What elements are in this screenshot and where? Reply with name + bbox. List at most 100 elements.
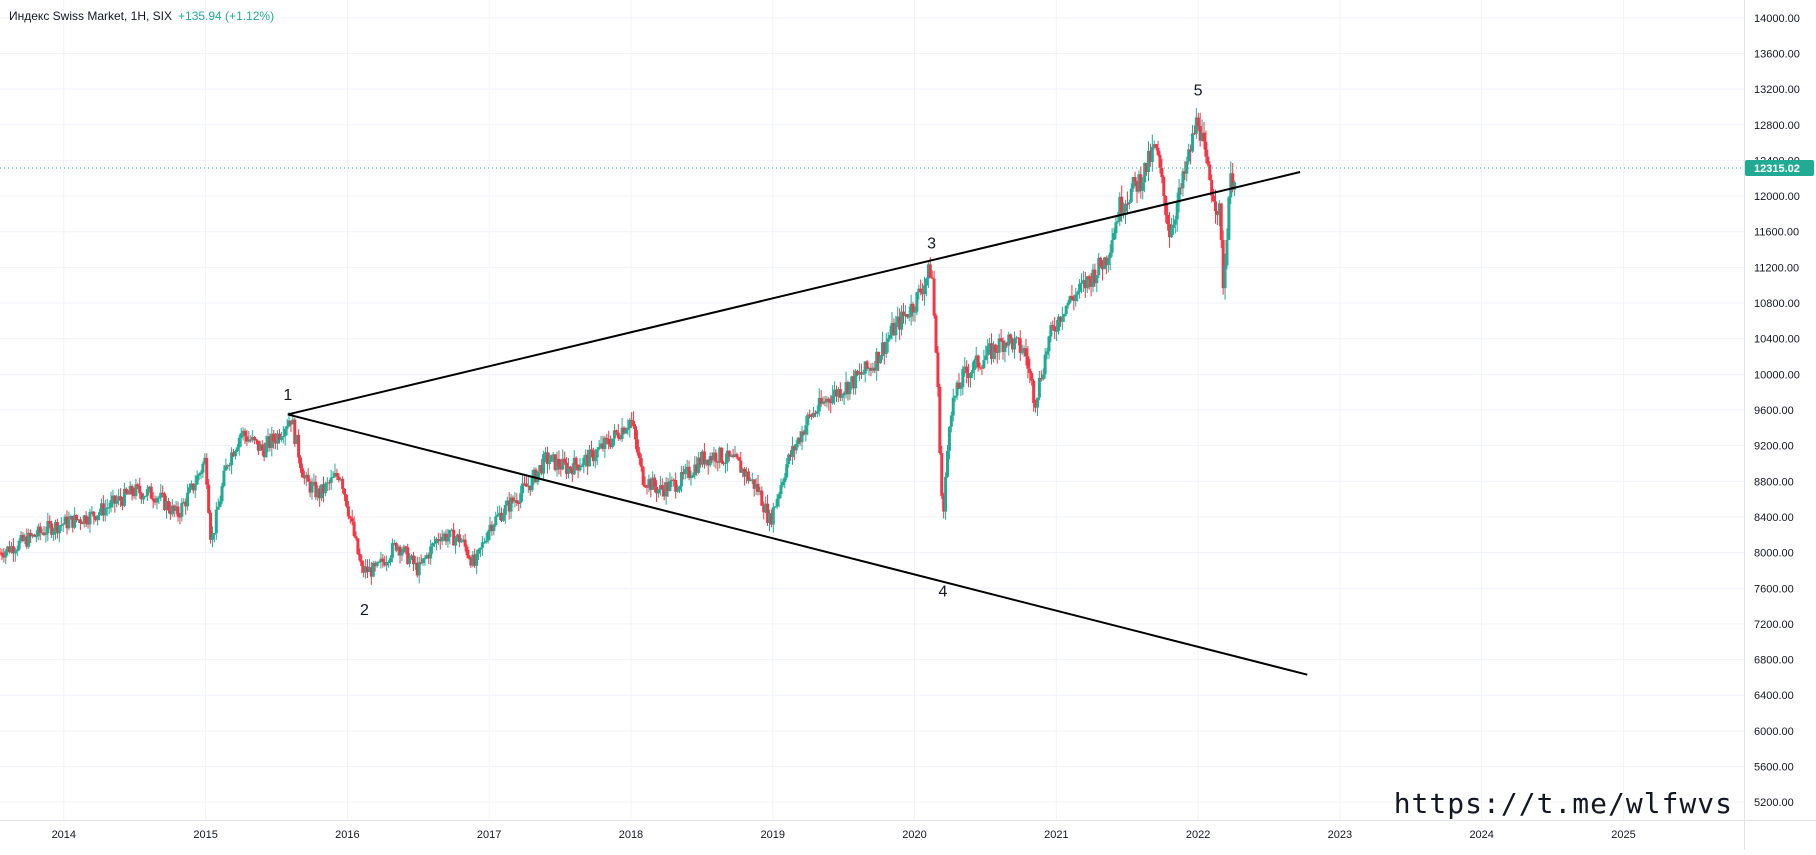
candle-body (1210, 179, 1214, 196)
candle-body (1058, 316, 1062, 322)
candle-body (867, 368, 871, 370)
candle-body (249, 439, 253, 441)
candle-body (1089, 278, 1093, 287)
candle-body (142, 496, 146, 500)
candle-body (578, 467, 582, 471)
candle-body (766, 503, 770, 523)
candle-body (813, 412, 817, 414)
candle-body (513, 500, 517, 502)
candle-body (756, 483, 760, 492)
candle-body (80, 523, 84, 525)
candle-body (628, 419, 632, 428)
candle-body (362, 566, 366, 573)
candle-body (392, 542, 396, 544)
candle-body (287, 420, 291, 427)
candle-body (1206, 156, 1210, 165)
candle-body (61, 524, 65, 526)
candle-body (239, 433, 243, 438)
candle-body (666, 482, 670, 491)
candle-body (400, 552, 404, 556)
candle-body (599, 443, 603, 448)
candle-body (38, 526, 42, 533)
candle-body (737, 457, 741, 461)
candle-body (1009, 334, 1013, 339)
x-tick-label: 2025 (1611, 829, 1635, 841)
candle-body (593, 457, 597, 462)
candle-body (55, 522, 59, 534)
candle-body (335, 472, 339, 477)
candle-body (444, 533, 448, 542)
candle-body (36, 526, 40, 537)
candle-body (375, 562, 379, 567)
candle-body (260, 444, 264, 451)
candle-body (547, 461, 551, 465)
candle-body (806, 414, 810, 426)
candle-body (519, 493, 523, 504)
candle-body (65, 516, 69, 529)
candle-body (900, 311, 904, 330)
candle-body (101, 503, 105, 516)
candle-body (588, 449, 592, 467)
candle-body (1020, 352, 1024, 354)
candle-body (574, 457, 578, 465)
candle-body (678, 486, 682, 491)
candle-body (825, 398, 829, 403)
candle-body (94, 516, 98, 521)
candle-body (838, 389, 842, 398)
candle-body (938, 387, 942, 453)
candle-body (228, 465, 232, 467)
candle-body (915, 292, 919, 312)
candle-body (507, 500, 511, 512)
candle-body (1005, 342, 1009, 346)
candle-body (356, 538, 360, 555)
candle-body (182, 501, 186, 504)
candle-body (331, 476, 335, 478)
candle-body (1202, 132, 1206, 142)
candle-body (455, 534, 459, 539)
candle-body (1223, 265, 1227, 289)
candle-body (264, 442, 268, 458)
candle-body (321, 484, 325, 494)
candle-body (618, 438, 622, 440)
candle-body (406, 547, 410, 564)
x-tick-label: 2016 (335, 829, 359, 841)
candle-body (15, 549, 19, 552)
candle-body (398, 546, 402, 556)
candle-body (990, 343, 994, 359)
candle-body (1066, 302, 1070, 306)
x-tick-label: 2019 (761, 829, 785, 841)
candle-body (775, 498, 779, 507)
candle-body (23, 536, 27, 542)
candle-body (689, 477, 693, 479)
candle-body (387, 562, 391, 564)
candle-body (632, 420, 636, 427)
candle-body (1116, 221, 1120, 223)
candle-body (723, 462, 727, 464)
candle-body (1064, 305, 1068, 314)
candle-body (1124, 203, 1128, 212)
candle-body (57, 525, 61, 534)
candle-body (926, 264, 930, 279)
candle-body (968, 373, 972, 379)
candle-body (1194, 117, 1198, 134)
candle-body (180, 503, 184, 517)
candle-body (1106, 257, 1110, 266)
candle-body (32, 534, 36, 537)
y-tick-label: 9600.00 (1754, 405, 1794, 417)
candle-body (934, 315, 938, 353)
candle-body (790, 446, 794, 457)
candle-body (630, 419, 634, 421)
candle-body (188, 487, 192, 493)
candle-body (821, 401, 825, 404)
candle-body (699, 457, 703, 465)
candle-body (877, 351, 881, 364)
candle-body (695, 464, 699, 473)
candle-body (555, 458, 559, 470)
candle-body (503, 504, 507, 515)
candle-body (369, 567, 373, 577)
y-tick-label: 13200.00 (1754, 84, 1800, 96)
candle-body (1215, 211, 1219, 215)
candle-body (165, 501, 169, 510)
